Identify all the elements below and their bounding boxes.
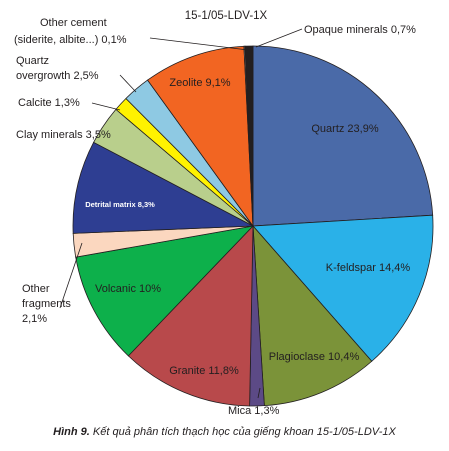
label-kfeldspar: K-feldspar 14,4% xyxy=(326,262,411,274)
label-other-fragments-line3: 2,1% xyxy=(22,313,47,325)
pie-slice-4 xyxy=(127,224,254,407)
leader-line-mica xyxy=(257,387,261,399)
caption-label: Hình 9. xyxy=(53,426,90,438)
pie-slice-0 xyxy=(252,45,434,227)
pie-slice-11 xyxy=(147,45,254,228)
pie-slice-1 xyxy=(252,214,434,362)
label-mica: Mica 1,3% xyxy=(228,405,280,417)
label-opaque-minerals: Opaque minerals 0,7% xyxy=(304,24,416,36)
leader-line-calcite xyxy=(91,102,121,111)
label-other-cement-line2: (siderite, albite...) 0,1% xyxy=(14,34,127,46)
label-other-fragments-line1: Other xyxy=(22,283,50,295)
label-granite: Granite 11,8% xyxy=(169,365,239,377)
leader-lines xyxy=(59,28,303,399)
label-other-cement-line1: Other cement xyxy=(40,17,107,29)
leader-line-other-cement xyxy=(149,37,249,51)
leader-line-opaque xyxy=(255,28,303,48)
pie-slice-13 xyxy=(244,45,254,227)
label-plagioclase: Plagioclase 10,4% xyxy=(269,351,360,363)
caption-text: Kết quả phân tích thạch học của giếng kh… xyxy=(89,426,396,438)
label-clay-minerals: Clay minerals 3,5% xyxy=(16,129,111,141)
pie-slice-7 xyxy=(72,141,255,234)
pie-slice-5 xyxy=(75,225,255,357)
label-volcanic: Volcanic 10% xyxy=(95,283,161,295)
pie-slice-2 xyxy=(252,224,373,407)
figure-caption: Hình 9. Kết quả phân tích thạch học của … xyxy=(0,426,449,438)
label-calcite: Calcite 1,3% xyxy=(18,97,80,109)
label-zeolite: Zeolite 9,1% xyxy=(169,77,230,89)
label-other-fragments-line2: fragments xyxy=(22,298,71,310)
label-quartz-overgrowth-line2: overgrowth 2,5% xyxy=(16,70,99,82)
leader-line-other-fragments xyxy=(59,242,83,309)
label-quartz-overgrowth-line1: Quartz xyxy=(16,55,49,67)
leader-line-quartz-overgrowth xyxy=(119,74,137,93)
chart-title: 15-1/05-LDV-1X xyxy=(185,10,268,22)
label-detrital-matrix: Detrital matrix 8,3% xyxy=(85,200,155,209)
label-quartz: Quartz 23,9% xyxy=(311,123,378,135)
pie-slices xyxy=(72,45,434,407)
